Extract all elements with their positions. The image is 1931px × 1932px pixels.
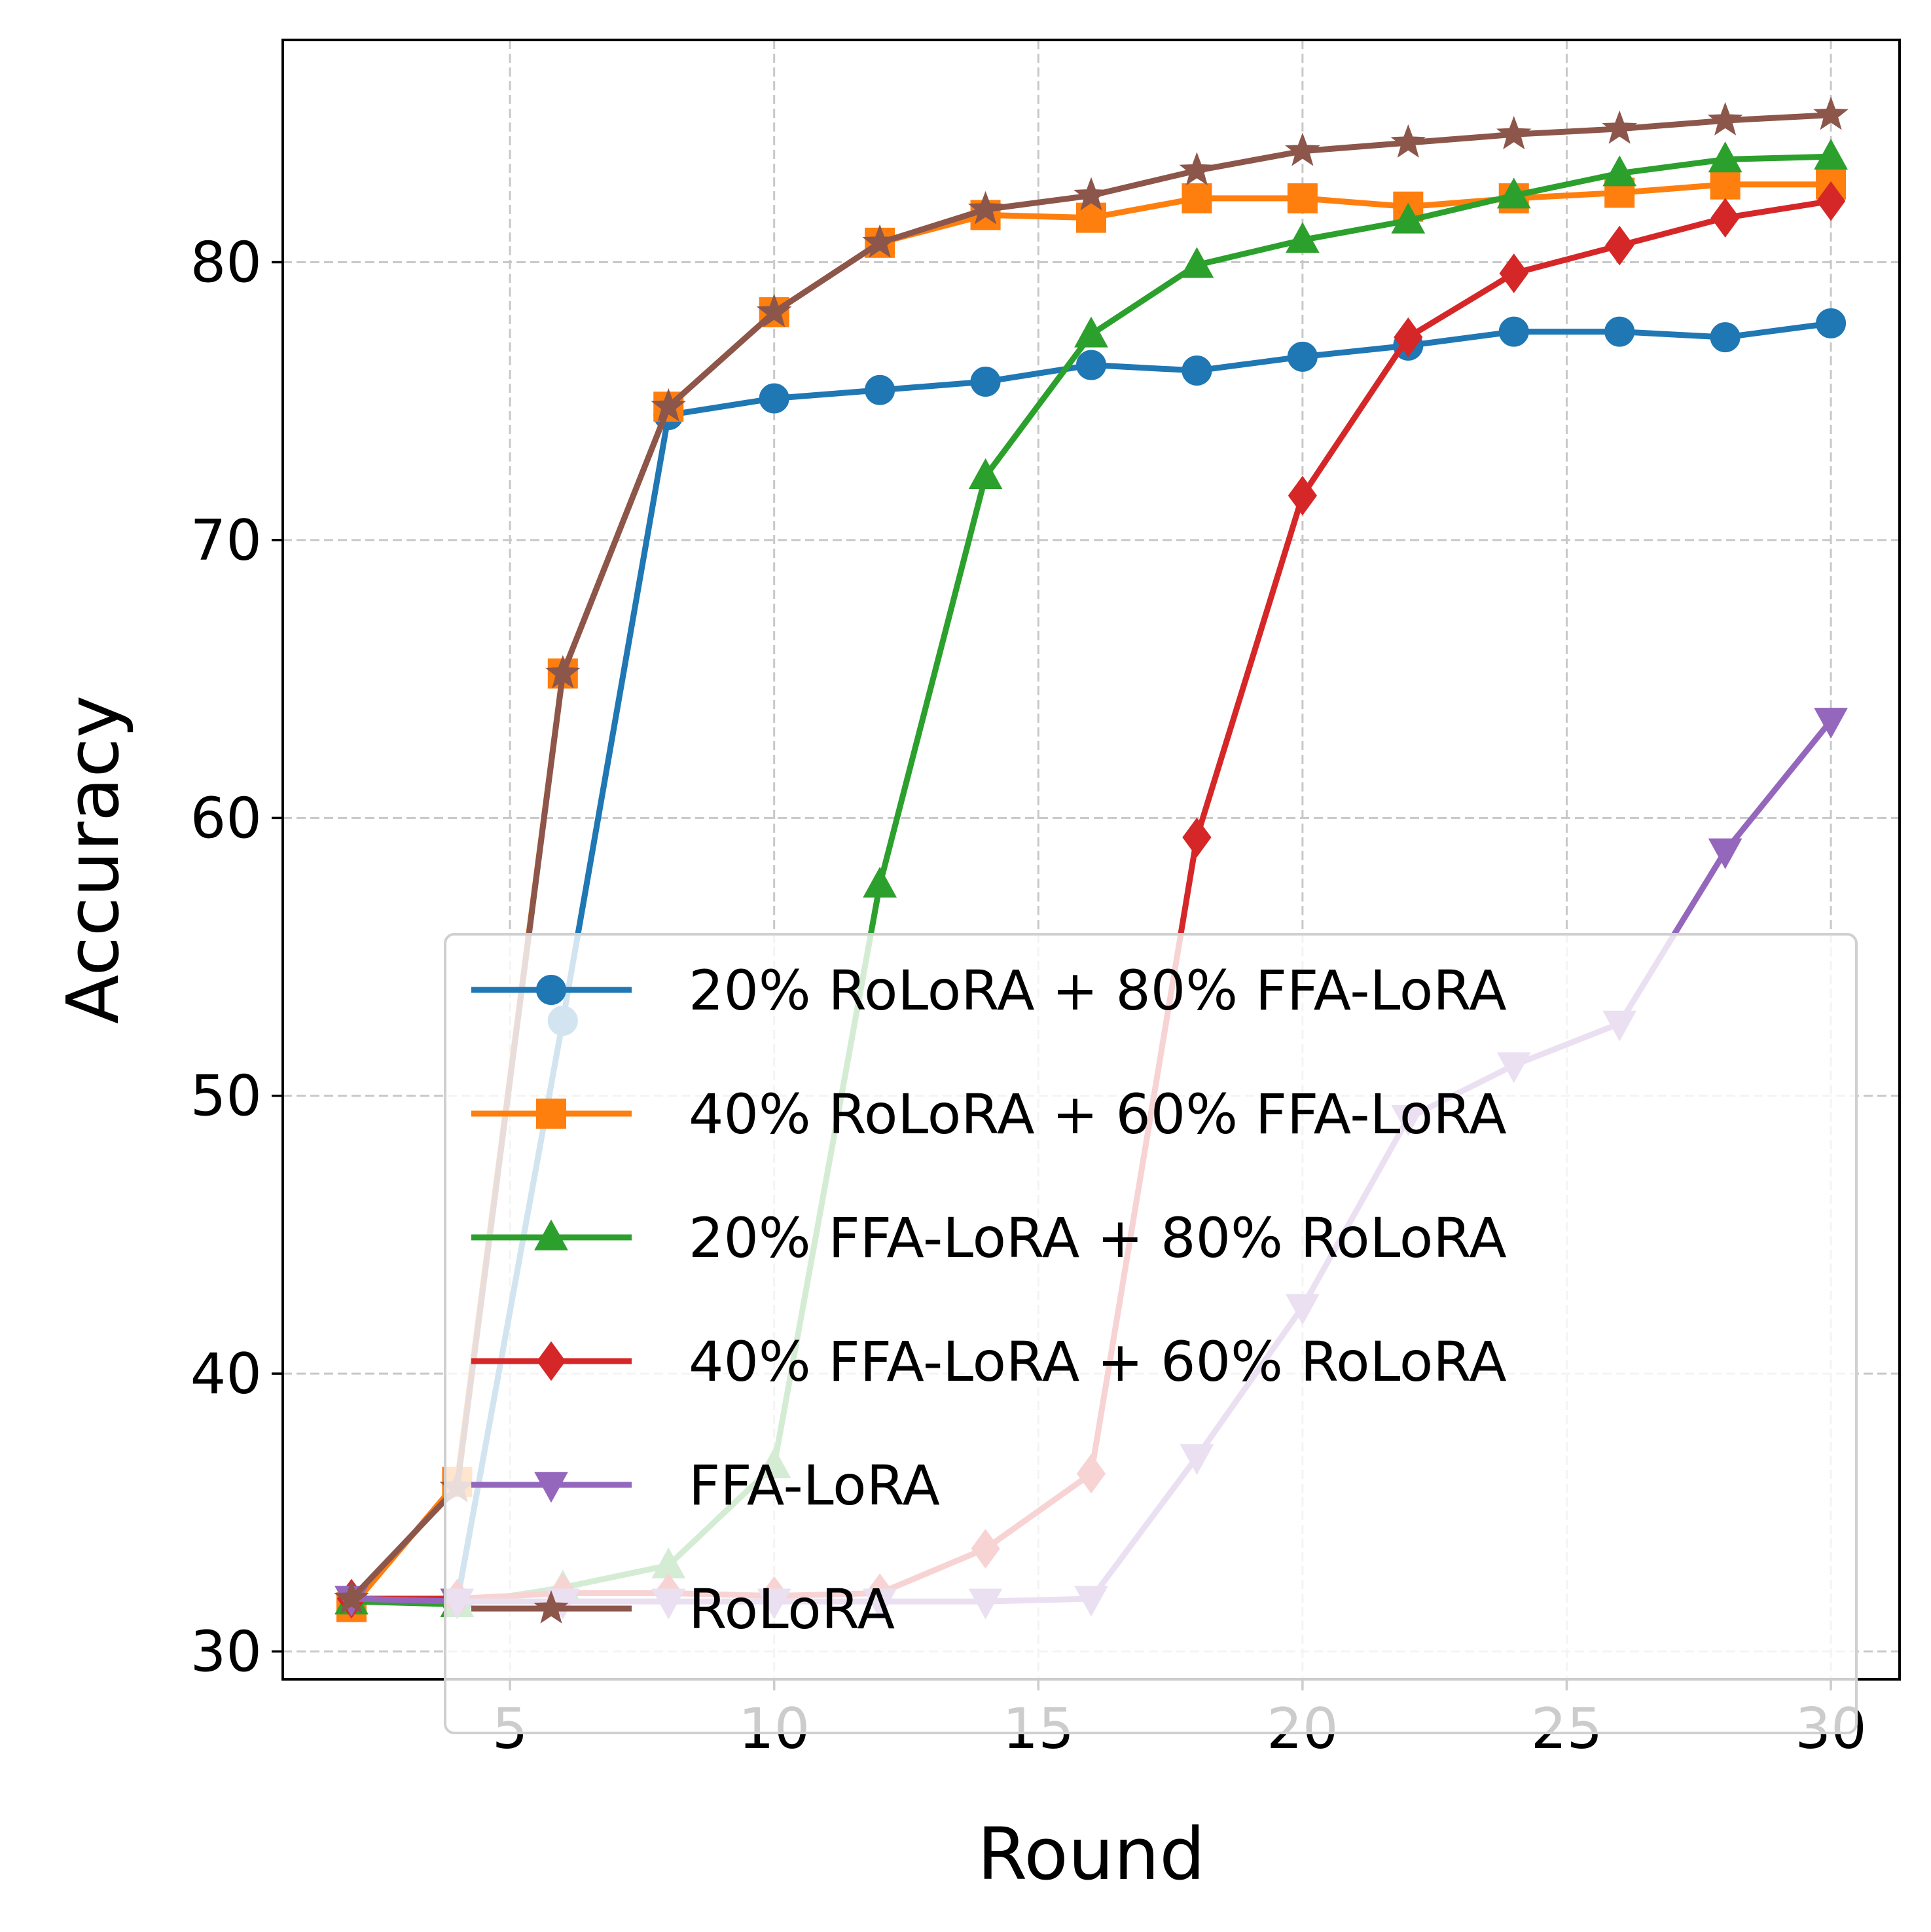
legend-entry: FFA-LoRA [471,1453,940,1518]
data-point [1813,96,1849,130]
data-point [970,367,1001,397]
data-point [759,383,789,414]
data-point [545,655,581,689]
legend-entry: 20% FFA-LoRA + 80% RoLoRA [471,1206,1507,1270]
y-tick-label: 50 [190,1064,262,1129]
x-axis-label: Round [977,1812,1205,1896]
data-point [1710,169,1741,200]
data-point [1076,350,1106,380]
data-point [1287,183,1318,213]
legend-label: 20% FFA-LoRA + 80% RoLoRA [689,1206,1507,1270]
data-point [1288,475,1318,516]
legend-marker [533,1590,569,1624]
data-point [1074,316,1108,348]
data-point [1816,308,1847,338]
data-point [1499,253,1528,293]
data-point [1182,817,1212,858]
data-point [1182,183,1212,213]
y-tick-label: 40 [190,1341,262,1407]
data-point [1496,116,1532,150]
legend-marker [534,1472,568,1503]
data-point [651,388,687,422]
data-point [1710,198,1740,238]
legend-entry: 20% RoLoRA + 80% FFA-LoRA [471,958,1507,1023]
data-point [756,293,792,327]
legend-label: 40% FFA-LoRA + 60% RoLoRA [689,1330,1507,1394]
data-point [1707,101,1743,136]
data-point [863,866,897,898]
data-point [1496,177,1531,209]
legend-marker [536,975,566,1005]
legend-marker [536,1099,566,1129]
data-point [1602,155,1637,187]
legend-label: FFA-LoRA [689,1453,940,1518]
legend-entry: 40% FFA-LoRA + 60% RoLoRA [471,1330,1507,1394]
data-point [334,1580,369,1614]
data-point [1074,177,1109,211]
data-point [1391,202,1426,234]
data-point [1708,838,1742,869]
data-point [968,458,1003,490]
y-axis-label: Accuracy [51,695,135,1024]
data-point [1394,317,1423,357]
legend-label: 20% RoLoRA + 80% FFA-LoRA [689,958,1507,1023]
data-point [862,224,897,258]
data-point [1285,132,1320,166]
data-point [1180,247,1214,278]
data-point [1602,110,1637,144]
legend-label: 40% RoLoRA + 60% FFA-LoRA [689,1082,1507,1146]
data-point [1710,322,1741,353]
y-tick-label: 70 [190,508,262,574]
data-point [1814,708,1848,739]
data-point [1498,316,1529,347]
data-point [1076,202,1106,233]
legend-label: RoLoRA [689,1577,895,1641]
data-point [1814,138,1848,170]
data-point [1604,316,1635,347]
series-6 [334,96,1849,1614]
y-tick-label: 80 [190,230,262,296]
legend-marker [536,1341,566,1381]
data-point [1390,124,1426,158]
data-point [865,374,895,405]
data-point [1816,181,1846,221]
data-point [1708,141,1742,173]
data-point [1287,341,1318,372]
y-tick-label: 30 [190,1620,262,1685]
data-point [1182,355,1212,386]
data-point [1179,152,1215,186]
legend-marker [534,1219,568,1250]
data-point [967,191,1003,225]
y-tick-label: 60 [190,786,262,851]
legend-entry: 40% RoLoRA + 60% FFA-LoRA [471,1082,1507,1146]
legend: 20% RoLoRA + 80% FFA-LoRA 40% RoLoRA + 60… [444,933,1858,1734]
legend-box [444,933,1858,1734]
legend-entry: RoLoRA [471,1577,895,1641]
data-point [1285,222,1320,253]
data-point [1605,225,1634,266]
